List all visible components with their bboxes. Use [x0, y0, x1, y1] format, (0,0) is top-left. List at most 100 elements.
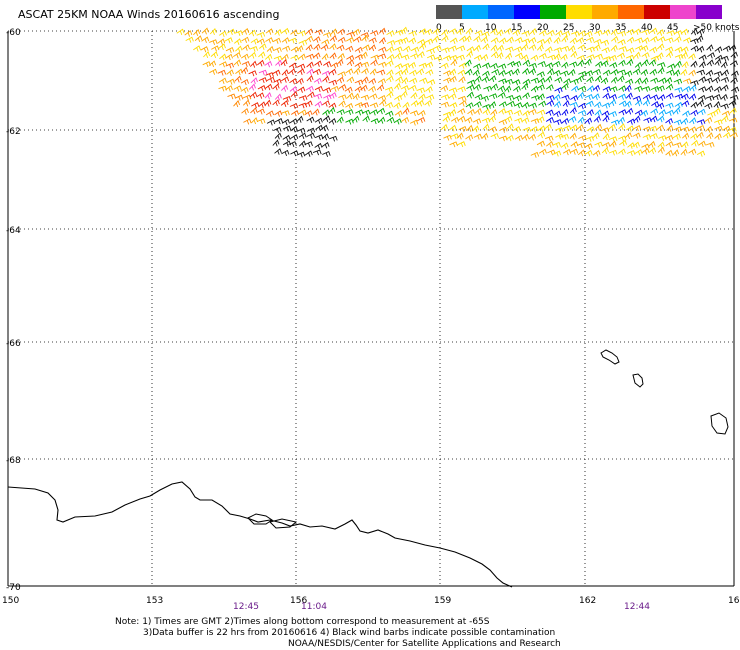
wind-barb	[282, 96, 292, 102]
wind-barb	[680, 148, 688, 156]
wind-barb	[545, 116, 555, 124]
wind-barb	[248, 70, 257, 77]
wind-barb	[328, 92, 337, 99]
wind-barb	[329, 34, 338, 42]
island-buckle	[632, 373, 644, 388]
colorbar-tick-label: 15	[511, 23, 522, 33]
colorbar-swatch	[644, 5, 670, 19]
wind-barb	[674, 54, 684, 60]
wind-barb	[618, 59, 626, 67]
wind-barb	[368, 77, 377, 85]
wind-barb	[473, 44, 481, 52]
wind-barb	[632, 28, 641, 35]
wind-barb	[522, 126, 532, 133]
wind-barb	[578, 71, 587, 77]
wind-barb	[657, 94, 666, 101]
wind-barb	[681, 141, 689, 149]
wind-barb	[498, 37, 507, 45]
wind-barb	[424, 99, 433, 107]
wind-barb	[249, 46, 259, 52]
wind-barb	[360, 94, 370, 101]
wind-barb	[608, 99, 617, 106]
wind-barb	[618, 85, 627, 92]
wind-barb	[665, 92, 674, 100]
wind-barb	[528, 44, 537, 51]
wind-barb	[600, 60, 609, 67]
wind-barb	[608, 149, 618, 156]
wind-barb	[546, 29, 555, 37]
wind-barb	[409, 119, 419, 126]
wind-barb	[529, 27, 537, 35]
wind-barb	[305, 35, 314, 43]
wind-barb	[370, 118, 380, 125]
wind-barb	[569, 132, 577, 140]
wind-barb	[250, 117, 259, 125]
wind-barb	[602, 29, 611, 36]
wind-barb	[459, 35, 467, 43]
wind-barb	[416, 99, 425, 107]
wind-barb	[706, 59, 715, 67]
wind-barb	[296, 115, 304, 123]
wind-barb	[322, 75, 330, 83]
wind-barb	[306, 61, 314, 69]
wind-barb	[586, 85, 595, 93]
wind-barb	[608, 93, 618, 101]
wind-barb	[618, 123, 626, 131]
wind-barb	[457, 69, 466, 76]
pass-time-label: 12:45	[233, 602, 259, 612]
wind-barb	[561, 94, 570, 101]
wind-barb	[219, 53, 227, 61]
wind-barb	[466, 124, 474, 132]
wind-barb	[657, 67, 665, 75]
wind-barb	[360, 61, 370, 68]
wind-barb	[320, 44, 329, 51]
wind-barb	[712, 93, 722, 101]
wind-barb	[400, 85, 410, 92]
wind-barb	[242, 94, 252, 101]
wind-barb	[642, 94, 651, 101]
wind-barb	[514, 117, 523, 124]
wind-barb	[547, 149, 556, 156]
wind-barb	[610, 44, 618, 52]
wind-barb	[720, 76, 730, 83]
wind-barb	[674, 46, 683, 53]
wind-barb	[546, 100, 555, 107]
wind-barb	[258, 51, 266, 59]
wind-barb	[259, 43, 267, 50]
wind-barb	[314, 29, 323, 36]
wind-barb	[337, 71, 346, 78]
wind-barb	[640, 69, 649, 76]
latitude-label: -66	[6, 339, 21, 349]
wind-barb	[729, 132, 738, 139]
wind-barb	[680, 28, 689, 36]
wind-barb	[394, 110, 403, 117]
wind-barb	[665, 117, 674, 125]
wind-barb	[272, 99, 280, 107]
wind-barb	[433, 44, 442, 51]
wind-barb	[681, 117, 689, 125]
wind-barb	[386, 30, 395, 37]
wind-barb	[473, 133, 483, 140]
map-title: ASCAT 25KM NOAA Winds 20160616 ascending	[18, 8, 280, 21]
wind-barb	[218, 85, 228, 92]
wind-barb	[552, 150, 562, 157]
wind-barb	[298, 95, 308, 101]
wind-barb	[336, 116, 344, 124]
colorbar-swatch	[514, 5, 540, 19]
wind-barb	[560, 70, 569, 77]
wind-barb	[473, 63, 482, 70]
wind-barb	[650, 115, 658, 123]
wind-barb	[353, 36, 362, 43]
wind-barb	[465, 68, 473, 76]
wind-barb	[346, 76, 355, 84]
wind-barb	[386, 53, 395, 61]
wind-barb	[505, 46, 514, 53]
wind-barb	[465, 27, 473, 35]
wind-barb	[641, 52, 650, 59]
wind-barb	[379, 99, 387, 107]
wind-barb	[600, 39, 610, 46]
wind-barb	[298, 102, 308, 109]
wind-barb	[321, 133, 330, 141]
wind-barb	[417, 51, 425, 58]
